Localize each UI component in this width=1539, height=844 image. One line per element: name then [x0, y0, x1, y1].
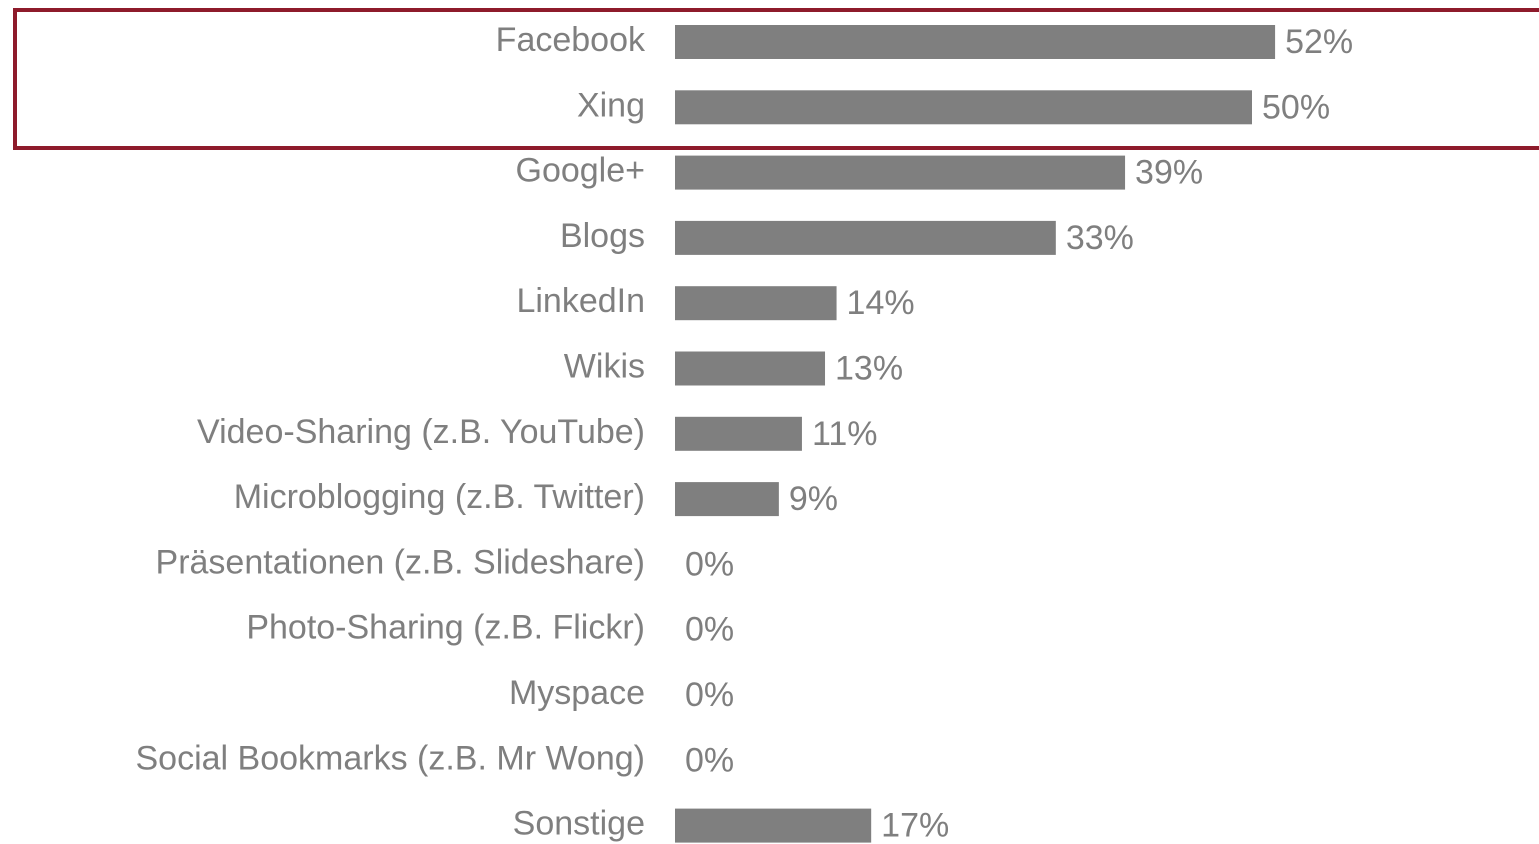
- value-label: 0%: [685, 741, 734, 779]
- bar: [675, 286, 837, 321]
- value-label: 52%: [1285, 23, 1353, 61]
- category-label: Wikis: [564, 347, 645, 385]
- category-label: Photo-Sharing (z.B. Flickr): [246, 609, 645, 647]
- bar: [675, 482, 779, 517]
- highlight-box: [13, 8, 1539, 150]
- category-label: Präsentationen (z.B. Slideshare): [156, 543, 645, 581]
- bar: [675, 416, 802, 451]
- category-label: Sonstige: [513, 805, 645, 843]
- category-label: Microblogging (z.B. Twitter): [234, 478, 645, 516]
- value-label: 0%: [685, 545, 734, 583]
- bar: [675, 351, 826, 386]
- value-label: 9%: [789, 480, 838, 518]
- value-label: 13%: [835, 349, 903, 387]
- bar: [675, 25, 1276, 59]
- bar: [675, 808, 872, 843]
- value-label: 11%: [812, 415, 878, 453]
- category-label: Xing: [577, 86, 645, 124]
- value-label: 50%: [1262, 88, 1330, 126]
- value-label: 39%: [1135, 154, 1203, 192]
- value-label: 33%: [1066, 219, 1134, 257]
- category-label: Google+: [516, 152, 646, 190]
- category-label: Social Bookmarks (z.B. Mr Wong): [135, 739, 645, 777]
- value-label: 0%: [685, 611, 734, 649]
- value-label: 0%: [685, 676, 734, 714]
- bar: [675, 220, 1056, 255]
- category-label: Myspace: [509, 674, 645, 712]
- category-label: LinkedIn: [516, 282, 645, 320]
- bar: [675, 90, 1252, 125]
- value-label: 17%: [881, 807, 949, 844]
- category-label: Blogs: [560, 217, 645, 255]
- value-label: 14%: [847, 284, 915, 322]
- bar: [675, 155, 1126, 190]
- category-label: Video-Sharing (z.B. YouTube): [197, 413, 645, 451]
- category-label: Facebook: [496, 21, 646, 59]
